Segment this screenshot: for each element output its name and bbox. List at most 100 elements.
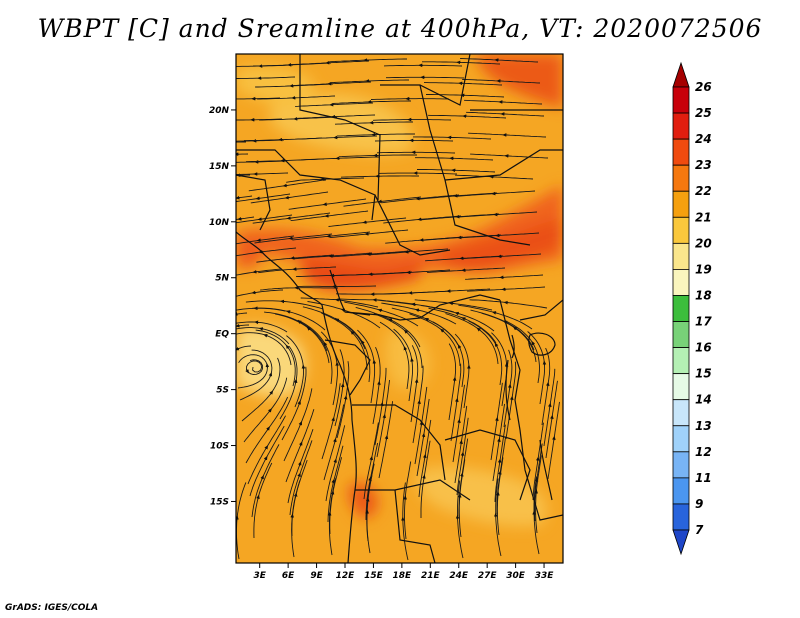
warm-spot-south (348, 482, 378, 518)
colorbar-label: 9 (695, 497, 703, 511)
streamline-arrow (384, 434, 389, 440)
streamline-arrow (331, 416, 335, 422)
streamline-arrow (268, 372, 273, 377)
map-panel (236, 54, 563, 563)
lon-tick-label: 30E (506, 571, 526, 581)
streamline-arrow (369, 455, 374, 461)
streamline-arrow (286, 310, 291, 314)
border-chad (374, 194, 451, 256)
streamline-arrow (424, 318, 430, 322)
colorbar-segment (672, 399, 690, 427)
colorbar-segment (672, 451, 690, 479)
streamline-arrow (267, 408, 272, 413)
border-mozambique (519, 429, 563, 521)
streamline-arrow (497, 437, 501, 443)
border-botswana (394, 489, 436, 563)
colorbar-segment (672, 112, 690, 140)
streamline (236, 312, 248, 315)
streamline-arrow (548, 402, 552, 408)
lake-albert (511, 334, 515, 359)
border-west-africa (236, 174, 271, 231)
streamline-arrow (403, 346, 408, 351)
streamline-arrow (269, 390, 274, 395)
streamline-arrow (382, 413, 386, 419)
colorbar-segment (672, 138, 690, 166)
colorbar-segment (672, 86, 690, 114)
colorbar-label: 13 (695, 419, 712, 433)
colorbar-segment (672, 321, 690, 348)
grads-credit: GrADS: IGES/COLA (5, 603, 99, 613)
streamline-arrow (422, 474, 426, 480)
colorbar-segment (672, 216, 690, 244)
streamline-arrow (461, 317, 466, 321)
warm-band-east (440, 218, 563, 271)
streamline-arrow (491, 311, 497, 315)
cool-patch-south (416, 466, 548, 527)
colorbar-label: 20 (695, 236, 712, 250)
colorbar-segment (672, 477, 690, 505)
lat-tick-label: 15S (210, 497, 229, 507)
lon-tick-label: 15E (364, 571, 384, 581)
colorbar-label: 18 (695, 288, 712, 302)
streamline-arrow (387, 318, 393, 322)
border-angola (352, 404, 446, 481)
colorbar-label: 24 (695, 132, 712, 146)
lake-victoria (528, 332, 556, 356)
streamline-arrow (306, 326, 311, 331)
colorbar-segment (672, 164, 690, 192)
lat-tick-label: 15N (209, 162, 230, 172)
lake-tanganyika (505, 359, 511, 421)
streamline-arrow (531, 340, 536, 346)
colorbar-label: 23 (695, 158, 712, 172)
lon-tick-label: 24E (449, 571, 469, 581)
streamline (505, 361, 517, 440)
country-borders (236, 54, 563, 563)
border-sudan (444, 149, 563, 181)
colorbar-segment (672, 295, 690, 322)
colorbar-bottom-arrow (672, 529, 690, 556)
longitude-axis: 3E 6E 9E 12E 15E 18E 21E 24E 27E 30E 33E (253, 563, 554, 581)
streamline-arrow (260, 474, 264, 480)
streamline-arrow (512, 326, 518, 331)
streamline-arrow (264, 445, 269, 450)
streamline-arrow (266, 426, 270, 431)
streamline (236, 332, 292, 366)
streamline (236, 172, 289, 175)
map-frame (235, 53, 564, 564)
streamline (236, 321, 288, 333)
lake-malawi (539, 439, 553, 501)
lon-tick-label: 27E (478, 571, 498, 581)
streamline-arrow (298, 421, 302, 426)
colorbar: 26 25 24 23 22 21 20 19 18 17 16 15 14 13 12 11 9 7 (672, 61, 712, 556)
warm-patch-northeast (475, 54, 563, 108)
map-title: WBPT [C] and Sreamline at 400hPa, VT: 20… (37, 14, 763, 43)
streamline-arrow (263, 455, 268, 461)
streamline-arrow (285, 344, 290, 349)
colorbar-label: 7 (695, 523, 704, 537)
streamline-arrow (458, 344, 462, 349)
streamline-arrow (377, 308, 383, 313)
streamline-arrow (323, 341, 328, 347)
lon-tick-label: 21E (421, 571, 441, 581)
streamline-arrow (423, 453, 427, 459)
streamline-arrow (368, 476, 372, 482)
streamline-arrow (258, 327, 264, 331)
streamline (236, 247, 297, 257)
border-namibia (355, 479, 471, 501)
streamline-arrow (297, 461, 302, 466)
colorbar-label: 12 (695, 445, 712, 459)
colorbar-segment (672, 373, 690, 401)
streamline-arrow (331, 478, 336, 484)
border-drc-east (499, 299, 521, 431)
border-congo (344, 294, 501, 321)
lon-tick-label: 3E (253, 571, 266, 581)
streamline-arrow (297, 320, 302, 324)
lon-tick-label: 6E (282, 571, 295, 581)
border-zambia (444, 429, 531, 501)
lat-tick-label: 10N (209, 218, 230, 228)
border-sahara-3 (380, 54, 471, 106)
streamline-arrow (297, 472, 301, 478)
lon-tick-label: 9E (310, 571, 323, 581)
colorbar-label: 22 (695, 184, 712, 198)
